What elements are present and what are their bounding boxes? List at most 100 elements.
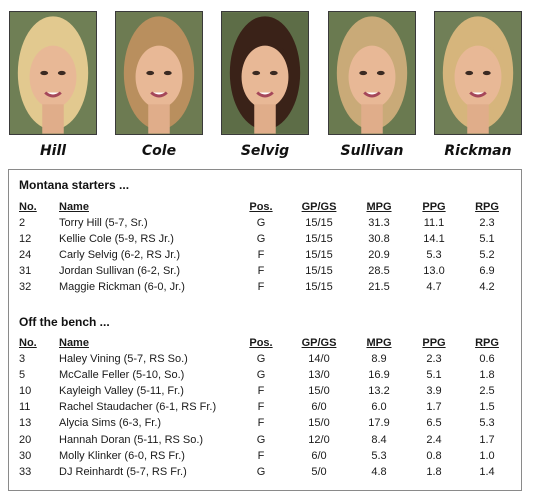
cell-pos: F <box>257 281 265 294</box>
column-header-ppg: PPG <box>422 201 446 213</box>
cell-no: 3 <box>19 353 26 365</box>
player-photo <box>328 11 416 135</box>
table-row: 33 DJ Reinhardt (5-7, RS Fr.) G 5/0 4.8 1.8 1.… <box>19 465 513 479</box>
column-header-name: Name <box>59 337 89 349</box>
cell-gp: 6/0 <box>311 449 327 462</box>
cell-no: 24 <box>19 249 32 262</box>
player-caption: Selvig <box>240 143 290 159</box>
cell-ppg: 11.1 <box>423 217 445 229</box>
cell-mpg: 20.9 <box>368 249 390 262</box>
cell-rpg: 5.3 <box>479 417 495 430</box>
cell-mpg: 5.3 <box>371 449 387 462</box>
player-photo <box>434 11 522 135</box>
table-row: 31 Jordan Sullivan (6-2, Sr.) F 15/15 28.5 13… <box>19 264 513 278</box>
cell-ppg: 0.8 <box>426 449 442 462</box>
cell-ppg: 3.9 <box>426 385 442 398</box>
cell-pos: F <box>257 265 265 278</box>
cell-no: 11 <box>19 401 31 414</box>
cell-pos: F <box>257 401 265 414</box>
roster-stats-panel: Montana starters ... No. Name Pos. GP/GS MPG… <box>8 169 522 491</box>
cell-no: 33 <box>19 465 32 478</box>
cell-mpg: 8.4 <box>371 433 387 446</box>
cell-gp: 12/0 <box>308 433 330 446</box>
player-caption: Sullivan <box>340 143 404 159</box>
column-header-name: Name <box>59 201 89 213</box>
cell-gp: 15/15 <box>305 281 333 294</box>
cell-gp: 15/15 <box>305 233 333 246</box>
table-row: 30 Molly Klinker (6-0, RS Fr.) F 6/0 5.3 0.8 1… <box>19 449 513 463</box>
cell-no: 5 <box>19 369 26 382</box>
table-row: 24 Carly Selvig (6-2, RS Jr.) F 15/15 20.9 5.… <box>19 248 513 262</box>
cell-ppg: 13.0 <box>423 265 445 278</box>
cell-name: Hannah Doran (5-11, RS So.) <box>59 433 204 446</box>
cell-pos: G <box>256 369 266 382</box>
table-row: 12 Kellie Cole (5-9, RS Jr.) G 15/15 30.8 14.… <box>19 232 513 246</box>
cell-gp: 6/0 <box>311 401 327 414</box>
cell-no: 32 <box>19 281 32 294</box>
cell-mpg: 4.8 <box>371 465 387 478</box>
cell-rpg: 0.6 <box>479 353 495 365</box>
cell-pos: F <box>257 417 265 430</box>
cell-ppg: 14.1 <box>423 233 445 246</box>
cell-pos: F <box>257 385 265 398</box>
cell-name: Alycia Sims (6-3, Fr.) <box>59 417 162 430</box>
column-header-pos: Pos. <box>249 337 273 349</box>
player-caption: Cole <box>141 143 177 159</box>
cell-name: Maggie Rickman (6-0, Jr.) <box>59 281 185 294</box>
column-header-gp: GP/GS <box>301 201 337 213</box>
column-header-gp: GP/GS <box>301 337 337 349</box>
table-row: 3 Haley Vining (5-7, RS So.) G 14/0 8.9 2.3 0.… <box>19 352 513 366</box>
column-header-pos: Pos. <box>249 201 273 213</box>
cell-rpg: 6.9 <box>479 265 495 278</box>
cell-no: 30 <box>19 449 32 462</box>
cell-gp: 13/0 <box>308 369 330 382</box>
cell-rpg: 1.4 <box>479 465 495 478</box>
cell-no: 12 <box>19 233 32 246</box>
cell-name: Carly Selvig (6-2, RS Jr.) <box>59 249 181 262</box>
cell-gp: 15/15 <box>305 217 333 229</box>
cell-mpg: 31.3 <box>368 217 390 229</box>
cell-no: 20 <box>19 433 32 446</box>
table-header-row: No. Name Pos. GP/GS MPG PPG RPG <box>19 336 513 350</box>
cell-ppg: 1.8 <box>426 465 442 478</box>
cell-mpg: 13.2 <box>368 385 390 398</box>
cell-pos: G <box>256 233 266 246</box>
player-photo <box>221 11 309 135</box>
cell-rpg: 1.7 <box>479 433 495 446</box>
cell-no: 31 <box>19 265 32 278</box>
cell-no: 10 <box>19 385 32 398</box>
cell-name: Molly Klinker (6-0, RS Fr.) <box>59 449 185 462</box>
cell-pos: G <box>256 433 266 446</box>
cell-mpg: 16.9 <box>368 369 390 382</box>
column-header-mpg: MPG <box>366 337 392 349</box>
cell-pos: G <box>256 353 266 365</box>
cell-name: Kayleigh Valley (5-11, Fr.) <box>59 385 184 398</box>
column-header-rpg: RPG <box>475 337 499 349</box>
cell-ppg: 5.1 <box>426 369 442 382</box>
player-caption: Hill <box>39 143 67 159</box>
cell-name: Rachel Staudacher (6-1, RS Fr.) <box>59 401 217 414</box>
cell-name: Jordan Sullivan (6-2, Sr.) <box>59 265 181 278</box>
cell-rpg: 1.0 <box>479 449 495 462</box>
column-header-no: No. <box>19 337 37 349</box>
table-row: 11 Rachel Staudacher (6-1, RS Fr.) F 6/0 6.0… <box>19 400 513 414</box>
cell-rpg: 5.2 <box>479 249 495 262</box>
cell-pos: F <box>257 449 265 462</box>
cell-name: McCalle Feller (5-10, So.) <box>59 369 185 382</box>
cell-pos: G <box>256 217 266 229</box>
player-photo-strip: Hill Cole Selvig Sullivan Rickman <box>0 0 534 170</box>
column-header-no: No. <box>19 201 37 213</box>
cell-ppg: 2.3 <box>426 353 442 365</box>
cell-ppg: 1.7 <box>426 401 442 414</box>
cell-ppg: 6.5 <box>426 417 442 430</box>
cell-rpg: 1.5 <box>479 401 495 414</box>
cell-name: Torry Hill (5-7, Sr.) <box>59 217 148 229</box>
cell-pos: F <box>257 249 265 262</box>
cell-rpg: 2.3 <box>479 217 495 229</box>
cell-ppg: 2.4 <box>426 433 442 446</box>
starters-title: Montana starters ... <box>19 178 130 192</box>
player-photo <box>9 11 97 135</box>
table-header-row: No. Name Pos. GP/GS MPG PPG RPG <box>19 200 513 214</box>
cell-rpg: 4.2 <box>479 281 495 294</box>
cell-name: DJ Reinhardt (5-7, RS Fr.) <box>59 465 187 478</box>
